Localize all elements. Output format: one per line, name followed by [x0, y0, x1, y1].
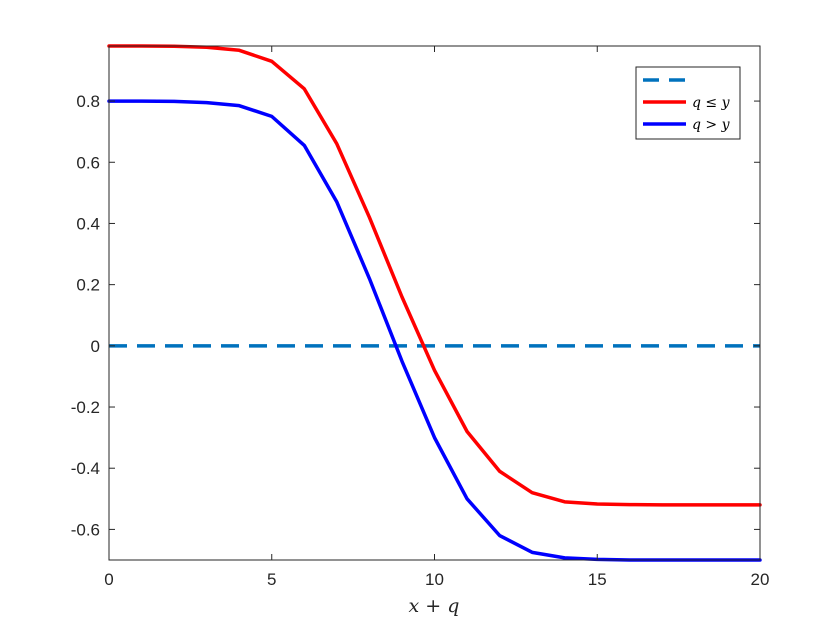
- x-axis-label: x + q: [409, 595, 460, 617]
- x-tick-label: 0: [104, 570, 113, 589]
- y-tick-label: 0.4: [76, 214, 100, 233]
- y-tick-label: 0.8: [76, 92, 100, 111]
- y-tick-label: -0.2: [71, 398, 100, 417]
- x-tick-label: 20: [751, 570, 770, 589]
- x-tick-label: 15: [588, 570, 607, 589]
- y-tick-label: 0.6: [76, 153, 100, 172]
- legend-label-1: q ≤ y: [692, 95, 731, 111]
- y-tick-label: -0.4: [71, 459, 100, 478]
- x-tick-label: 5: [267, 570, 276, 589]
- y-tick-label: -0.6: [71, 520, 100, 539]
- y-tick-label: 0: [91, 337, 100, 356]
- x-tick-label: 10: [425, 570, 444, 589]
- ticks-layer: 0 5 10 15 20 -0.6 -0.4 -0.2 0 0.2 0.4 0.6 0.8: [71, 46, 770, 589]
- y-tick-label: 0.2: [76, 276, 100, 295]
- legend: q ≤ y q > y: [635, 66, 741, 140]
- legend-label-2: q > y: [692, 117, 731, 133]
- series-line-1: [107, 44, 762, 507]
